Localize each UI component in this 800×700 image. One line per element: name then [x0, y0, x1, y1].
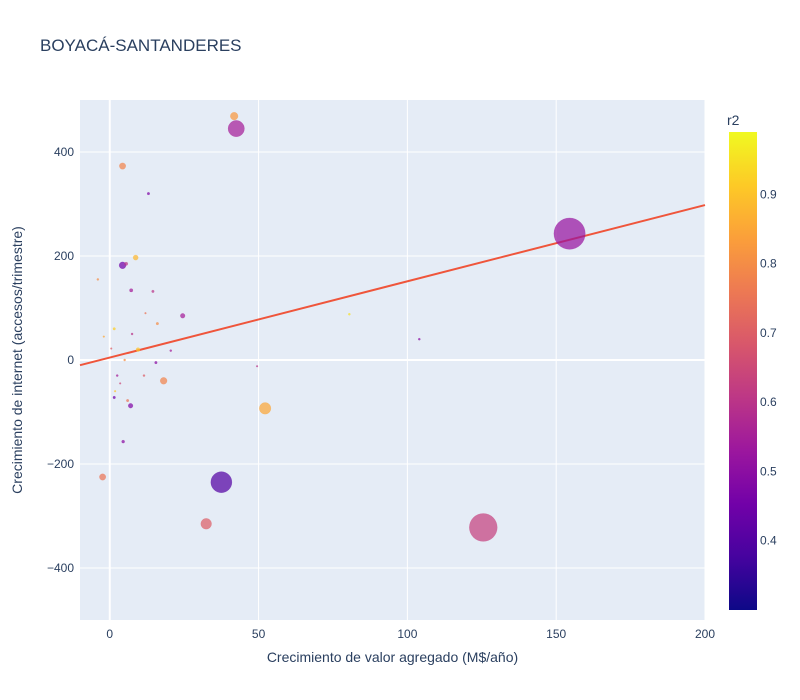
scatter-point[interactable] [123, 358, 126, 362]
scatter-point[interactable] [102, 335, 105, 338]
trendline-layer [79, 204, 706, 367]
scatter-point[interactable] [119, 382, 122, 385]
chart-title: BOYACÁ-SANTANDERES [40, 36, 242, 55]
x-axis-ticks: 0 50 100 150 200 [106, 627, 715, 641]
scatter-point[interactable] [132, 254, 139, 261]
scatter-point[interactable] [96, 278, 100, 281]
scatter-point[interactable] [121, 439, 125, 444]
scatter-point[interactable] [169, 349, 173, 352]
scatter-point[interactable] [110, 347, 113, 350]
scatter-point[interactable] [112, 327, 116, 331]
colorbar-tick-label: 0.9 [760, 187, 777, 201]
scatter-point[interactable] [227, 120, 245, 138]
scatter-point[interactable] [129, 288, 134, 293]
y-tick-label: 200 [54, 249, 74, 263]
y-tick-label: −400 [47, 561, 74, 575]
scatter-point[interactable] [119, 162, 127, 170]
colorbar-tick-label: 0.5 [760, 464, 777, 478]
colorbar-title: r2 [727, 112, 740, 128]
scatter-point[interactable] [159, 377, 168, 385]
colorbar-tick-label: 0.4 [760, 534, 777, 548]
y-tick-label: 400 [54, 145, 74, 159]
x-axis-title: Crecimiento de valor agregado (M$/año) [267, 649, 518, 665]
colorbar: r2 0.4 0.5 0.6 0.7 0.8 0.9 [727, 112, 777, 610]
scatter-point[interactable] [553, 217, 586, 250]
scatter-point[interactable] [115, 374, 119, 377]
scatter-point[interactable] [259, 402, 272, 415]
scatter-point[interactable] [255, 365, 259, 368]
x-tick-label: 0 [106, 627, 113, 641]
trendline [79, 204, 706, 367]
y-axis-title: Crecimiento de internet (accesos/trimest… [9, 226, 25, 494]
points-layer [96, 112, 586, 542]
scatter-point[interactable] [155, 322, 159, 326]
y-axis-ticks: −400 −200 0 200 400 [47, 145, 74, 575]
x-tick-label: 50 [252, 627, 266, 641]
scatter-point[interactable] [146, 192, 150, 196]
scatter-point[interactable] [210, 471, 233, 493]
scatter-point[interactable] [154, 361, 158, 365]
scatter-point[interactable] [200, 518, 212, 530]
scatter-point[interactable] [130, 332, 134, 336]
colorbar-tick-label: 0.7 [760, 326, 777, 340]
grid [80, 100, 706, 620]
scatter-point[interactable] [112, 395, 116, 399]
scatter-point[interactable] [151, 289, 155, 293]
scatter-point[interactable] [144, 312, 147, 315]
y-tick-label: −200 [47, 457, 74, 471]
y-tick-label: 0 [67, 353, 74, 367]
scatter-point[interactable] [113, 390, 117, 393]
scatter-point[interactable] [348, 312, 351, 316]
scatter-point[interactable] [99, 473, 107, 481]
scatter-point[interactable] [135, 347, 141, 352]
x-tick-label: 200 [695, 627, 715, 641]
scatter-point[interactable] [127, 403, 134, 409]
colorbar-ticks: 0.4 0.5 0.6 0.7 0.8 0.9 [760, 187, 777, 547]
scatter-point[interactable] [417, 337, 421, 341]
x-tick-label: 100 [397, 627, 417, 641]
colorbar-tick-label: 0.8 [760, 257, 777, 271]
colorbar-tick-label: 0.6 [760, 395, 777, 409]
scatter-point[interactable] [142, 374, 146, 377]
colorbar-gradient [729, 132, 757, 610]
scatter-point[interactable] [469, 513, 498, 542]
scatter-point[interactable] [124, 261, 129, 266]
scatter-point[interactable] [230, 112, 239, 121]
x-tick-label: 150 [546, 627, 566, 641]
scatter-point[interactable] [126, 399, 130, 403]
scatter-point[interactable] [180, 313, 186, 319]
